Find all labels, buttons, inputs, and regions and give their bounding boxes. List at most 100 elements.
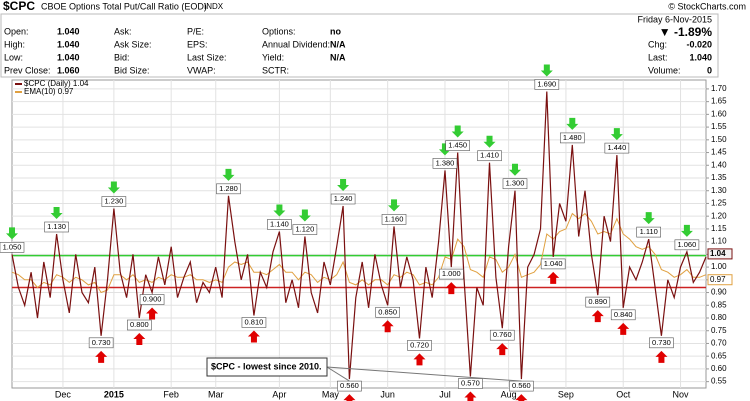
- annotation-box: [292, 224, 318, 235]
- quote-value: 1.060: [57, 65, 80, 75]
- quote-label: Bid:: [114, 52, 130, 62]
- side-quote-value: -0.020: [686, 39, 712, 49]
- x-tick-label: Apr: [272, 389, 286, 399]
- annotation-label: 0.800: [130, 320, 149, 329]
- annotation-box: [534, 79, 560, 90]
- side-quote-label: Chg:: [648, 39, 667, 49]
- x-tick-label: Jun: [380, 389, 395, 399]
- side-quote-value: 0: [707, 65, 712, 75]
- annotation-box: [267, 219, 292, 230]
- x-tick-label: Mar: [208, 389, 224, 399]
- y-tick-label: 1.00: [711, 262, 727, 271]
- quote-value: 1.040: [57, 39, 80, 49]
- y-tick-label: 0.75: [711, 326, 727, 335]
- annotation-label: 0.570: [461, 379, 480, 388]
- annotation-label: 1.280: [219, 184, 238, 193]
- y-tick-label: 1.35: [711, 173, 727, 182]
- green-arrow: [451, 125, 464, 138]
- annotation-label: 1.230: [104, 197, 123, 206]
- annotation-label: 1.120: [295, 225, 314, 234]
- y-tick-label: 0.90: [711, 288, 727, 297]
- annotation-box: [649, 337, 674, 349]
- x-tick-label: May: [322, 389, 340, 399]
- annotation-label: 1.240: [334, 194, 353, 203]
- red-arrow: [146, 307, 159, 320]
- green-arrow: [540, 64, 553, 77]
- side-quote-label: Volume:: [648, 65, 681, 75]
- series-line: [11, 91, 707, 380]
- quote-panel: [0, 13, 719, 78]
- annotation-box: [439, 268, 464, 280]
- quote-value: 1.040: [57, 52, 80, 62]
- side-quote-value: 1.040: [689, 52, 712, 62]
- y-tick-label: 1.50: [711, 135, 727, 144]
- annotation-label: 0.810: [245, 317, 264, 326]
- green-arrow: [680, 224, 693, 237]
- annotation-label: 0.560: [340, 381, 359, 390]
- change-pct: ▼ -1.89%: [659, 25, 713, 39]
- annotation-label: 1.440: [607, 143, 626, 152]
- annotation-box: [241, 317, 267, 328]
- quote-label: Options:: [262, 26, 296, 36]
- annotation-box: [88, 337, 114, 349]
- annotation-label: 0.730: [92, 338, 111, 347]
- annotation-label: 1.300: [506, 179, 525, 188]
- annotation-box: [44, 221, 69, 233]
- annotation-label: 1.690: [537, 79, 556, 88]
- x-tick-label: Oct: [616, 389, 631, 399]
- x-tick-label: Aug: [501, 389, 517, 399]
- green-arrow: [273, 204, 286, 217]
- annotation-box: [445, 140, 470, 151]
- annotation-box: [585, 296, 611, 308]
- annotation-label: 0.730: [652, 338, 671, 347]
- annotation-label: 0.890: [588, 297, 607, 306]
- quote-label: Ask Size:: [114, 39, 152, 49]
- green-arrow: [298, 209, 311, 222]
- green-arrow: [566, 117, 579, 130]
- annotation-label: 1.040: [544, 259, 563, 268]
- annotation-box: [407, 340, 432, 351]
- quote-label: Yield:: [262, 52, 284, 62]
- quote-label: VWAP:: [187, 65, 216, 75]
- y-tick-label: 1.25: [711, 199, 727, 208]
- y-tick-label: 0.80: [711, 313, 727, 322]
- x-tick-label: 2015: [104, 389, 124, 399]
- red-arrow: [247, 330, 260, 343]
- annotation-box: [604, 142, 630, 154]
- y-tick-label: 1.70: [711, 84, 727, 93]
- quote-value: N/A: [330, 39, 346, 49]
- annotation-box: [477, 150, 502, 162]
- annotation-label: 1.450: [448, 141, 467, 150]
- annotation-label: 0.840: [614, 310, 633, 319]
- quote-label: Open:: [4, 26, 29, 36]
- red-arrow: [655, 350, 668, 363]
- annotation-box: [0, 242, 25, 253]
- last-value-box: [707, 274, 733, 286]
- y-tick-label: 0.55: [711, 377, 727, 386]
- y-tick-label: 1.60: [711, 109, 727, 118]
- plot-area: [11, 79, 707, 389]
- quote-value: no: [330, 26, 341, 36]
- annotation-label: 1.050: [3, 242, 22, 251]
- annotation-label: 0.900: [143, 295, 162, 304]
- quote-label: Ask:: [114, 26, 132, 36]
- red-arrow: [617, 322, 630, 335]
- exchange: INDX: [204, 2, 224, 11]
- annotation-label: 0.560: [512, 381, 531, 390]
- quote-label: Bid Size:: [114, 65, 150, 75]
- x-tick-label: Feb: [163, 389, 179, 399]
- annotation-box: [139, 294, 165, 305]
- y-tick-label: 0.70: [711, 339, 727, 348]
- annotation-label: 1.140: [270, 219, 289, 228]
- chart-subtitle: CBOE Options Total Put/Call Ratio (EOD): [41, 1, 207, 11]
- red-arrow: [496, 343, 509, 356]
- y-tick-label: 1.10: [711, 237, 727, 246]
- annotation-label: 1.110: [640, 227, 658, 236]
- annotation-box: [540, 258, 566, 270]
- green-arrow: [508, 163, 521, 176]
- red-arrow: [343, 394, 356, 401]
- red-arrow: [464, 391, 477, 401]
- annotation-box: [101, 196, 127, 207]
- annotation-box: [458, 378, 483, 389]
